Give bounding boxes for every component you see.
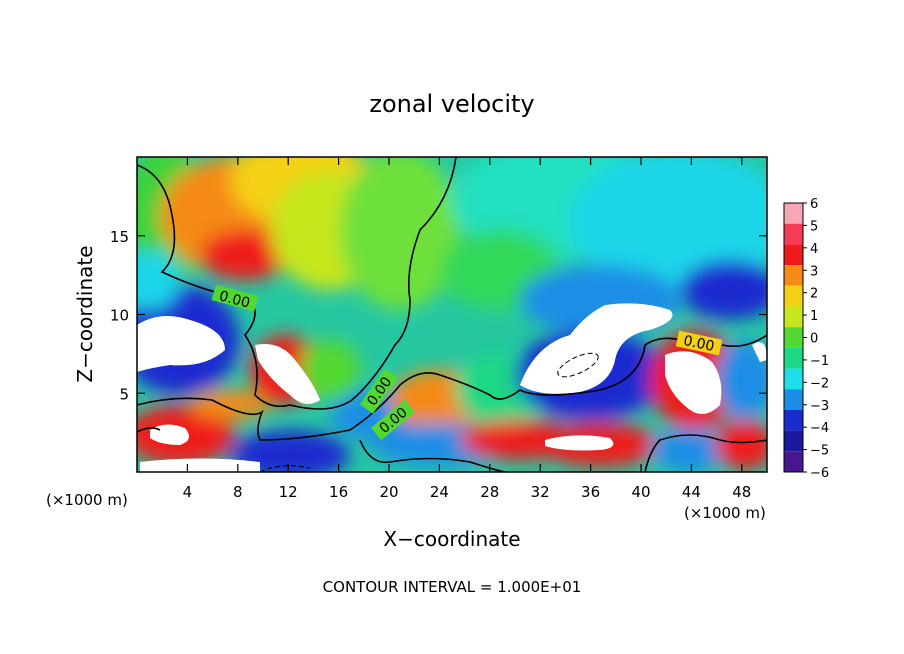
colorbar-swatch: [784, 451, 803, 472]
x-tick-label: 24: [430, 483, 449, 501]
colorbar-swatch: [784, 265, 803, 286]
colorbar-label: 4: [810, 242, 818, 257]
y-tick-label: 10: [110, 307, 129, 325]
colorbar-label: −6: [810, 466, 829, 481]
x-tick-label: 12: [279, 483, 298, 501]
contour-interval-note: CONTOUR INTERVAL = 1.000E+01: [323, 578, 582, 596]
colorbar-label: −2: [810, 376, 829, 391]
x-tick-label: 28: [480, 483, 499, 501]
colorbar-swatch: [784, 285, 803, 307]
colorbar-label: 2: [810, 287, 818, 302]
x-tick-label: 20: [379, 483, 398, 501]
colorbar-swatch: [784, 347, 803, 369]
x-unit-right: (×1000 m): [684, 504, 766, 522]
y-axis-label: Z−coordinate: [73, 245, 97, 382]
colorbar-label: 5: [810, 219, 818, 234]
colorbar-label: −3: [810, 399, 829, 414]
contour-label: 0.00: [682, 333, 716, 355]
colorbar-swatch: [784, 430, 803, 452]
contour-label: 0.00: [217, 288, 251, 312]
colorbar-swatch: [784, 223, 803, 245]
x-tick-label: 8: [233, 483, 243, 501]
colorbar-swatch: [784, 244, 803, 266]
x-tick-label: 44: [682, 483, 701, 501]
x-tick-label: 48: [732, 483, 751, 501]
colorbar-label: 0: [810, 332, 818, 347]
colorbar-label: −1: [810, 354, 829, 369]
x-axis: 4 8 12 16 20 24 28 32 36 40 44 48: [183, 157, 751, 501]
y-tick-label: 15: [110, 228, 129, 246]
colorbar-swatch: [784, 203, 803, 224]
colorbar-label: 6: [810, 197, 818, 212]
y-axis: 5 10 15: [110, 228, 767, 403]
x-unit-left: (×1000 m): [46, 491, 128, 509]
colorbar-swatch: [784, 409, 803, 431]
colorbar-swatch: [784, 306, 803, 328]
colorbar-label: 1: [810, 309, 818, 324]
colorbar-label: −5: [810, 444, 829, 459]
y-tick-label: 5: [119, 385, 129, 403]
velocity-field: 0.00 0.00 0.00 0.00: [137, 157, 767, 472]
colorbar: 6 5 4 3 2 1 0 −1 −2 −3 −4 −5 −6: [783, 197, 829, 481]
x-tick-label: 40: [631, 483, 650, 501]
contour-labels: 0.00 0.00 0.00 0.00: [211, 284, 723, 441]
colorbar-swatch: [784, 389, 803, 410]
x-tick-label: 16: [329, 483, 348, 501]
x-tick-label: 4: [183, 483, 193, 501]
x-tick-label: 32: [531, 483, 550, 501]
colorbar-swatch: [784, 368, 803, 390]
colorbar-label: −4: [810, 421, 829, 436]
x-axis-label: X−coordinate: [383, 527, 520, 551]
colorbar-label: 3: [810, 264, 818, 279]
chart-title: zonal velocity: [369, 90, 534, 118]
colorbar-swatch: [784, 327, 803, 348]
x-tick-label: 36: [581, 483, 600, 501]
